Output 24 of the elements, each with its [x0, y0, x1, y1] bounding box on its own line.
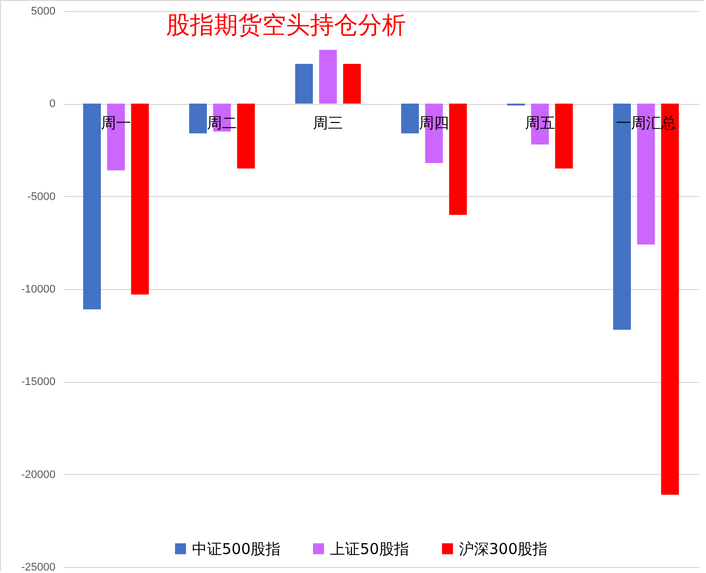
bar: [449, 104, 467, 215]
chart-title: 股指期货空头持仓分析: [166, 11, 406, 39]
bar: [555, 104, 573, 169]
y-tick-label: 0: [49, 98, 56, 110]
y-tick-label: -25000: [21, 562, 56, 573]
legend-label: 沪深300股指: [459, 540, 548, 558]
bar: [83, 104, 101, 310]
y-tick-label: -15000: [21, 376, 56, 388]
x-tick-label: 周三: [313, 114, 343, 132]
bar: [613, 104, 631, 330]
bar: [131, 104, 149, 295]
bar: [319, 50, 337, 104]
legend-label: 上证50股指: [330, 540, 410, 558]
bar: [237, 104, 255, 169]
bar: [295, 64, 313, 104]
legend-label: 中证500股指: [192, 540, 281, 558]
bar: [661, 104, 679, 495]
y-tick-label: -20000: [21, 468, 56, 481]
y-tick-label: -5000: [27, 190, 56, 203]
y-tick-label: -10000: [21, 284, 56, 296]
bar: [343, 64, 361, 104]
y-tick-label: 5000: [31, 6, 56, 18]
bar: [401, 104, 419, 134]
bar: [189, 104, 207, 134]
